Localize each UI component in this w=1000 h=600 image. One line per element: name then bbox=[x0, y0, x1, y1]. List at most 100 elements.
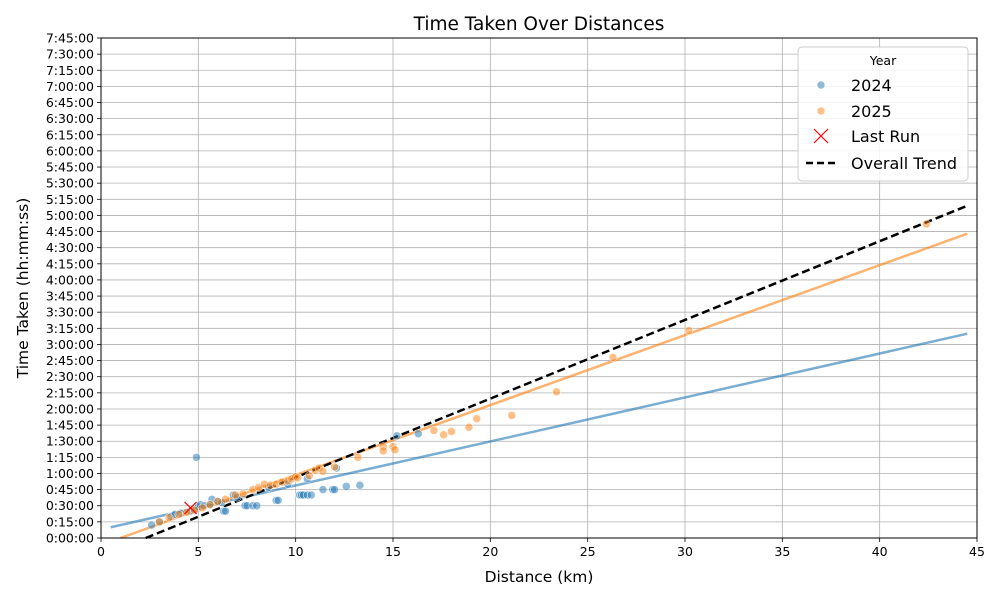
point-2025 bbox=[922, 219, 931, 229]
x-tick-label: 20 bbox=[482, 544, 498, 559]
y-tick-label: 6:45:00 bbox=[46, 95, 94, 110]
point-2025 bbox=[305, 471, 314, 480]
point-2025 bbox=[155, 517, 164, 527]
point-2025 bbox=[205, 500, 215, 509]
point-2024 bbox=[342, 482, 351, 491]
y-tick-label: 0:45:00 bbox=[46, 482, 94, 497]
y-tick-label: 4:45:00 bbox=[46, 224, 94, 239]
legend-title: Year bbox=[869, 53, 897, 68]
x-tick-label: 15 bbox=[385, 544, 401, 559]
x-tick-label: 35 bbox=[774, 544, 790, 559]
y-tick-label: 5:00:00 bbox=[46, 208, 94, 223]
x-tick-label: 45 bbox=[969, 544, 985, 559]
legend-label-last-run: Last Run bbox=[851, 127, 920, 146]
point-2025 bbox=[174, 510, 184, 519]
x-axis-ticks: 0 5 10 15 20 25 30 35 40 45 bbox=[97, 538, 985, 559]
x-axis-label: Distance (km) bbox=[485, 568, 594, 586]
point-2025 bbox=[379, 446, 388, 456]
y-tick-label: 6:30:00 bbox=[46, 111, 94, 126]
point-2024 bbox=[414, 429, 423, 438]
y-tick-label: 6:00:00 bbox=[46, 143, 94, 158]
y-tick-label: 0:30:00 bbox=[46, 498, 94, 513]
point-2024 bbox=[306, 490, 316, 500]
y-tick-label: 1:00:00 bbox=[46, 466, 94, 481]
point-2025 bbox=[190, 505, 199, 515]
y-tick-label: 3:30:00 bbox=[46, 305, 94, 320]
y-axis-ticks: 0:00:00 0:15:000:30:000:45:001:00:001:15:… bbox=[46, 31, 101, 546]
legend-marker-2024 bbox=[816, 80, 826, 90]
legend-marker-last-run bbox=[813, 128, 829, 144]
y-tick-label: 0:00:00 bbox=[46, 531, 94, 546]
y-tick-label: 1:45:00 bbox=[46, 418, 94, 433]
point-2025 bbox=[464, 422, 474, 432]
y-tick-label: 4:30:00 bbox=[46, 240, 94, 255]
point-2025 bbox=[447, 427, 456, 436]
x-tick-label: 0 bbox=[97, 544, 105, 559]
y-axis-label: Time Taken (hh:mm:ss) bbox=[14, 198, 32, 380]
legend-marker-2025 bbox=[816, 106, 826, 116]
y-tick-label: 2:15:00 bbox=[46, 385, 94, 400]
y-tick-label: 2:30:00 bbox=[46, 369, 94, 384]
y-tick-label: 6:15:00 bbox=[46, 127, 94, 142]
point-2025 bbox=[238, 489, 248, 499]
x-tick-label: 40 bbox=[872, 544, 888, 559]
point-2025 bbox=[353, 453, 363, 462]
y-tick-label: 3:45:00 bbox=[46, 289, 94, 304]
point-2024 bbox=[192, 453, 201, 462]
point-2024 bbox=[273, 496, 283, 505]
point-2025 bbox=[439, 430, 448, 440]
x-tick-label: 25 bbox=[580, 544, 596, 559]
point-2025 bbox=[164, 513, 174, 522]
legend-label-2025: 2025 bbox=[851, 102, 892, 121]
point-2025 bbox=[507, 411, 516, 420]
data-points bbox=[147, 219, 931, 530]
point-2024 bbox=[318, 485, 328, 494]
legend-label-overall-trend: Overall Trend bbox=[851, 154, 957, 173]
y-tick-label: 1:15:00 bbox=[46, 450, 94, 465]
y-tick-label: 5:45:00 bbox=[46, 160, 94, 175]
point-2024 bbox=[252, 501, 261, 510]
point-2025 bbox=[390, 445, 400, 455]
point-2024 bbox=[221, 506, 230, 516]
y-tick-label: 7:15:00 bbox=[46, 63, 94, 78]
last-run-marker bbox=[184, 501, 197, 515]
point-2025 bbox=[429, 426, 439, 435]
y-tick-label: 7:00:00 bbox=[46, 79, 94, 94]
y-tick-label: 7:30:00 bbox=[46, 47, 94, 62]
point-2025 bbox=[552, 387, 561, 397]
point-2024 bbox=[355, 481, 365, 490]
chart-title: Time Taken Over Distances bbox=[413, 14, 665, 35]
x-tick-label: 10 bbox=[288, 544, 304, 559]
y-tick-label: 3:00:00 bbox=[46, 337, 94, 352]
point-2024 bbox=[147, 520, 156, 530]
point-2025 bbox=[293, 473, 302, 483]
point-2025 bbox=[197, 503, 207, 513]
point-2025 bbox=[472, 414, 481, 423]
y-tick-label: 3:15:00 bbox=[46, 321, 94, 336]
plot-frame bbox=[100, 37, 978, 539]
y-tick-label: 5:30:00 bbox=[46, 176, 94, 191]
y-tick-label: 5:15:00 bbox=[46, 192, 94, 207]
point-2025 bbox=[213, 497, 223, 506]
point-2025 bbox=[221, 495, 230, 504]
y-tick-label: 1:30:00 bbox=[46, 434, 94, 449]
y-tick-label: 2:00:00 bbox=[46, 401, 94, 416]
point-2025 bbox=[231, 490, 240, 500]
y-tick-label: 4:15:00 bbox=[46, 256, 94, 271]
point-2025 bbox=[318, 467, 328, 476]
point-2024 bbox=[392, 431, 402, 441]
x-tick-label: 5 bbox=[194, 544, 202, 559]
y-tick-label: 2:45:00 bbox=[46, 353, 94, 368]
point-2025 bbox=[330, 462, 339, 472]
legend-box bbox=[797, 46, 969, 182]
legend: Year 2024 2025 Last Run Overall Trend bbox=[797, 46, 969, 182]
x-tick-label: 30 bbox=[677, 544, 693, 559]
legend-label-2024: 2024 bbox=[851, 76, 892, 95]
point-2025 bbox=[684, 326, 694, 335]
point-2025 bbox=[608, 353, 618, 362]
y-tick-label: 0:15:00 bbox=[46, 514, 94, 529]
y-tick-label: 4:00:00 bbox=[46, 272, 94, 287]
y-tick-label: 7:45:00 bbox=[46, 31, 94, 46]
